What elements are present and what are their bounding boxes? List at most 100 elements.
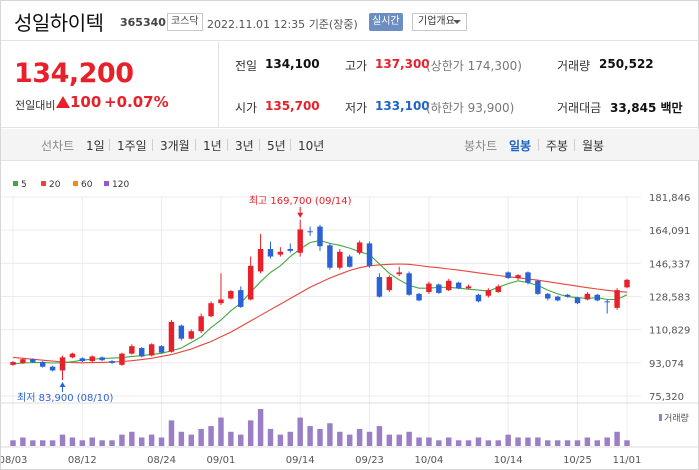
candle-body [89,356,95,362]
volume-bar [574,440,581,446]
low-arrow-icon [59,381,66,387]
volume-bar [376,426,383,446]
period-5y[interactable]: 5년 [267,139,286,153]
up-arrow-icon [56,96,70,108]
volume-bar [257,409,264,446]
company-info-dropdown[interactable]: 기업개요 [412,13,467,31]
legend-ma60[interactable]: 60 [73,180,92,190]
separator [227,139,228,151]
candle-body [178,325,185,339]
candle-body [168,321,175,352]
lower-limit: (하한가 93,900) [426,101,515,115]
volume-bar [139,437,145,446]
period-3y[interactable]: 3년 [235,139,254,153]
volume-bar [129,431,135,446]
candle-body [158,346,165,353]
prev-close-value: 134,100 [265,57,320,71]
candle-body [79,358,86,362]
volume-bar [158,437,165,446]
candle-body [238,290,244,307]
legend-ma5[interactable]: 5 [13,180,27,190]
line-chart-title: 선차트 [41,139,75,153]
x-tick-label: 10/04 [415,455,444,466]
chevron-down-icon [453,20,461,24]
candle-body [49,366,56,371]
volume-bar [148,434,155,446]
amount-value: 33,845 백만 [610,101,683,115]
volume-label: 거래량 [557,59,591,73]
upper-limit: (상한가 174,300) [426,59,522,73]
volume-bar [366,431,373,446]
legend-ma20[interactable]: 20 [41,180,60,190]
volume-bar [69,437,76,446]
candle-body [39,362,46,367]
candle-body [446,280,452,291]
volume-bar [624,440,630,446]
period-bar: 선차트 1일 1주일 3개월 1년 3년 5년 10년 봉차트 일봉 주봉 월봉 [1,129,699,161]
candle-body [436,284,442,293]
separator [195,139,196,151]
volume-bar [49,440,56,446]
period-1d[interactable]: 1일 [86,139,105,153]
candle-body [346,256,353,267]
y-tick-label: 164,091 [649,226,690,237]
period-1w[interactable]: 1주일 [117,139,147,153]
high-annotation: 최고 169,700 (09/14) [249,195,352,207]
legend-ma120[interactable]: 120 [104,180,129,190]
current-price: 134,200 [14,58,134,89]
realtime-button[interactable]: 실시간 [369,13,403,31]
y-tick-label: 75,320 [649,392,684,403]
volume-bar [247,420,254,446]
volume-bar [564,440,571,446]
x-tick-label: 08/03 [1,455,27,466]
period-10y[interactable]: 10년 [298,139,325,153]
volume-bar [267,428,274,446]
candle-body [99,357,105,361]
candle-body [119,353,125,365]
candlestick-chart[interactable]: 181,846 164,091 146,337 128,583 110,829 93,07… [1,171,699,470]
volume-bar [535,437,541,446]
volume-legend-swatch [659,414,662,421]
volume-bar [396,434,402,446]
candle-weekly[interactable]: 주봉 [546,139,569,153]
volume-bar [406,431,412,446]
candle-body [614,290,620,308]
stock-name: 성일하이텍 [14,11,104,35]
candle-body [525,272,531,283]
timestamp-value: 2022.11.01 12:35 [207,18,306,31]
y-tick-label: 110,829 [649,326,690,337]
candle-body [139,348,145,357]
volume-bar [20,437,26,446]
volume-bar [495,440,501,446]
period-1y[interactable]: 1년 [203,139,222,153]
candle-body [475,294,482,302]
candle-body [505,272,511,278]
legend-label: 20 [49,180,61,190]
company-info-label: 기업개요 [418,16,455,27]
timestamp-basis: 기준(장중) [308,18,358,31]
candle-body [535,280,541,294]
candle-body [188,331,194,339]
candle-body [485,290,492,296]
candle-body [198,316,204,332]
prev-close-label: 전일 [235,59,258,73]
candle-monthly[interactable]: 월봉 [582,139,605,153]
volume-bar [228,431,234,446]
candle-body [465,286,472,289]
volume-bar [218,417,224,446]
period-3m[interactable]: 3개월 [160,139,190,153]
separator [109,139,110,151]
y-tick-label: 146,337 [649,259,690,270]
x-tick-label: 11/01 [613,455,642,466]
volume-bar [545,440,551,446]
volume-bar [594,440,601,446]
candle-body [208,303,214,317]
price-chart: 5 20 60 120 181,846 164,091 146,337 128,583… [1,171,699,470]
candle-daily[interactable]: 일봉 [509,139,532,153]
high-value: 137,300 [375,57,430,71]
volume-bar [119,434,125,446]
candle-body [20,359,26,363]
volume-value: 250,522 [599,57,654,71]
separator [538,139,539,151]
